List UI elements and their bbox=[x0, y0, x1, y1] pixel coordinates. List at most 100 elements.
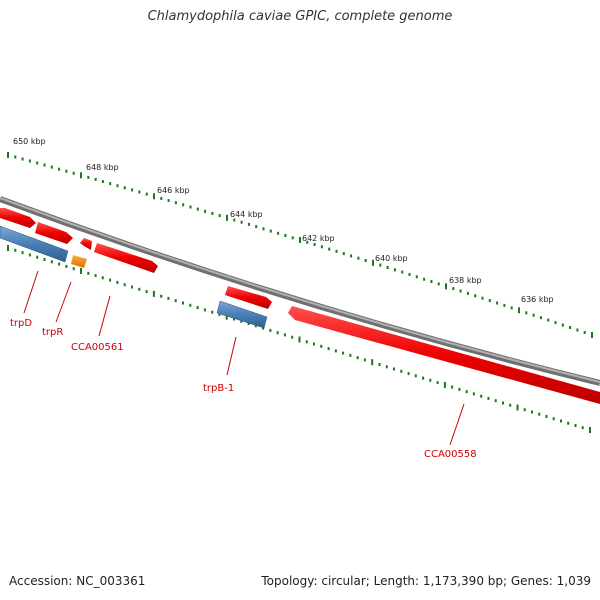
scale-tick bbox=[480, 394, 483, 398]
scale-tick bbox=[94, 274, 97, 278]
scale-tick bbox=[58, 167, 61, 171]
tick-label-636: 636 kbp bbox=[521, 295, 554, 304]
scale-tick bbox=[349, 353, 352, 357]
tick-label-648: 648 kbp bbox=[86, 163, 119, 172]
scale-tick bbox=[28, 159, 31, 163]
accession-text: Accession: NC_003361 bbox=[9, 574, 146, 588]
gene-arrow-trpR[interactable] bbox=[80, 238, 92, 250]
scale-tick bbox=[414, 374, 417, 378]
scale-tick bbox=[342, 252, 345, 256]
scale-tick bbox=[240, 319, 243, 323]
scale-tick bbox=[591, 332, 593, 338]
tick-label-642: 642 kbp bbox=[302, 234, 335, 243]
scale-tick bbox=[196, 207, 199, 211]
scale-tick bbox=[554, 321, 557, 325]
scale-tick bbox=[160, 196, 163, 200]
scale-tick bbox=[131, 285, 133, 289]
scale-tick bbox=[509, 403, 512, 407]
genome-backbone bbox=[0, 196, 600, 386]
scale-tick bbox=[7, 152, 9, 158]
scale-tick bbox=[233, 317, 235, 321]
scale-tick bbox=[393, 268, 396, 272]
scale-tick bbox=[363, 358, 366, 362]
scale-tick bbox=[233, 218, 236, 222]
scale-tick bbox=[277, 231, 280, 235]
scale-tick bbox=[583, 331, 586, 334]
gene-label-CCA00561: CCA00561 bbox=[71, 342, 124, 353]
scale-tick bbox=[240, 220, 243, 224]
scale-tick bbox=[36, 161, 39, 165]
scale-tick bbox=[203, 308, 206, 312]
scale-tick bbox=[545, 415, 548, 418]
scale-tick bbox=[283, 333, 286, 337]
scale-tick bbox=[174, 299, 177, 303]
scale-tick bbox=[466, 291, 469, 295]
scale-tick bbox=[452, 287, 455, 291]
scale-tick bbox=[472, 392, 475, 396]
scale-tick bbox=[255, 225, 258, 229]
scale-tick bbox=[218, 214, 221, 218]
scale-tick bbox=[269, 229, 272, 233]
scale-tick bbox=[547, 318, 550, 322]
scale-tick bbox=[458, 387, 461, 391]
gene-arrow-CCA00558[interactable] bbox=[288, 306, 600, 404]
scale-tick bbox=[247, 322, 250, 326]
scale-tick bbox=[138, 287, 141, 291]
scale-tick bbox=[306, 240, 309, 244]
gene-arrow-0[interactable] bbox=[0, 208, 36, 228]
scale-tick bbox=[445, 283, 447, 290]
scale-tick bbox=[342, 351, 345, 355]
scale-tick bbox=[356, 356, 359, 360]
scale-tick bbox=[531, 410, 533, 414]
scale-tick bbox=[21, 157, 24, 161]
scale-tick bbox=[131, 188, 134, 192]
gene-arrow-trpB[interactable] bbox=[225, 286, 272, 309]
scale-tick bbox=[109, 182, 112, 186]
feature-block-trpD[interactable] bbox=[0, 225, 69, 263]
scale-tick bbox=[145, 290, 148, 294]
scale-tick bbox=[487, 396, 490, 400]
scale-tick bbox=[502, 401, 504, 405]
scale-tick bbox=[357, 256, 360, 260]
scale-tick bbox=[80, 268, 82, 274]
scale-tick bbox=[50, 260, 53, 264]
scale-tick bbox=[552, 417, 555, 421]
scale-tick bbox=[109, 278, 112, 282]
scale-tick bbox=[43, 163, 46, 167]
scale-tick bbox=[101, 276, 104, 280]
scale-tick bbox=[299, 237, 301, 243]
gene-arrow-orange[interactable] bbox=[71, 255, 87, 268]
scale-tick bbox=[305, 340, 308, 344]
scale-tick bbox=[226, 214, 228, 221]
scale-tick bbox=[561, 323, 564, 327]
tick-label-646: 646 kbp bbox=[157, 186, 190, 195]
scale-tick bbox=[284, 234, 287, 237]
scale-tick bbox=[145, 192, 148, 196]
scale-tick bbox=[386, 266, 389, 269]
scale-tick bbox=[400, 369, 403, 373]
scale-tick bbox=[320, 245, 323, 249]
scale-tick bbox=[204, 209, 207, 213]
gene-arrow-CCA00561[interactable] bbox=[94, 243, 158, 273]
scale-tick bbox=[225, 313, 228, 320]
scale-tick bbox=[153, 193, 155, 200]
scale-tick bbox=[488, 299, 491, 303]
gene-arrow-trpD[interactable] bbox=[35, 222, 73, 244]
scale-tick bbox=[291, 335, 294, 339]
scale-tick bbox=[581, 426, 584, 430]
scale-tick bbox=[269, 328, 272, 332]
scale-tick bbox=[189, 303, 192, 307]
feature-block-trpB[interactable] bbox=[216, 300, 268, 329]
scale-tick bbox=[182, 301, 184, 305]
scale-tick bbox=[474, 294, 477, 298]
scale-tick bbox=[80, 172, 82, 179]
scale-tick bbox=[379, 263, 382, 267]
scale-tick bbox=[167, 296, 170, 300]
scale-tick bbox=[481, 296, 484, 300]
scale-tick bbox=[385, 365, 388, 369]
tick-label-640: 640 kbp bbox=[375, 254, 408, 263]
tick-label-650: 650 kbp bbox=[13, 137, 46, 146]
scale-tick bbox=[123, 186, 126, 190]
scale-tick bbox=[334, 349, 337, 353]
scale-tick bbox=[50, 165, 53, 169]
